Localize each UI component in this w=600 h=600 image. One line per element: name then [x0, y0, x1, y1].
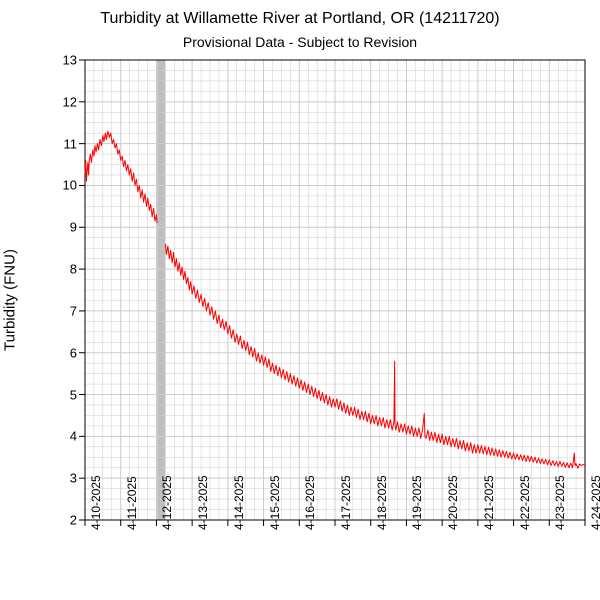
y-tick-label: 10: [47, 178, 77, 193]
y-tick-label: 11: [47, 136, 77, 151]
x-tick-label: 4-14-2025: [232, 475, 246, 530]
y-tick-label: 12: [47, 94, 77, 109]
x-tick-label: 4-10-2025: [89, 475, 103, 530]
x-tick-label: 4-17-2025: [339, 475, 353, 530]
x-tick-label: 4-20-2025: [446, 475, 460, 530]
x-tick-label: 4-23-2025: [553, 475, 567, 530]
y-tick-label: 6: [47, 345, 77, 360]
y-tick-label: 2: [47, 513, 77, 528]
x-tick-label: 4-18-2025: [375, 475, 389, 530]
y-tick-label: 5: [47, 387, 77, 402]
x-tick-label: 4-22-2025: [518, 475, 532, 530]
y-tick-label: 7: [47, 303, 77, 318]
y-tick-label: 8: [47, 262, 77, 277]
x-tick-label: 4-19-2025: [410, 475, 424, 530]
x-tick-label: 4-21-2025: [482, 475, 496, 530]
x-tick-label: 4-24-2025: [589, 475, 600, 530]
x-tick-label: 4-11-2025: [125, 476, 139, 530]
x-tick-label: 4-13-2025: [196, 475, 210, 530]
y-tick-label: 3: [47, 471, 77, 486]
y-tick-label: 9: [47, 220, 77, 235]
x-tick-label: 4-16-2025: [303, 475, 317, 530]
y-tick-label: 13: [47, 53, 77, 68]
y-tick-label: 4: [47, 429, 77, 444]
x-tick-label: 4-15-2025: [268, 475, 282, 530]
x-tick-label: 4-12-2025: [160, 475, 174, 530]
